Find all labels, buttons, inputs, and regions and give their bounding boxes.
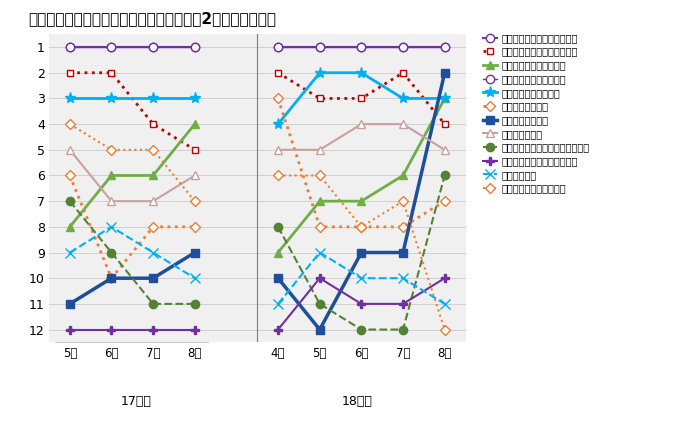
Text: 入社予定先企業を選択したポイント・過去2年間の順位変動: 入社予定先企業を選択したポイント・過去2年間の順位変動 <box>28 11 276 26</box>
Legend: 福利厚生制度が充実している, 自分が成長できる環境がある, 希望する勤務地で働ける, 企業経営が安定している, 社員の人間関係が良い, 給与や賞与が高い, 社会: 福利厚生制度が充実している, 自分が成長できる環境がある, 希望する勤務地で働け… <box>483 33 589 193</box>
Text: 18年卒: 18年卒 <box>342 395 372 408</box>
Text: 17年卒: 17年卒 <box>121 395 152 408</box>
